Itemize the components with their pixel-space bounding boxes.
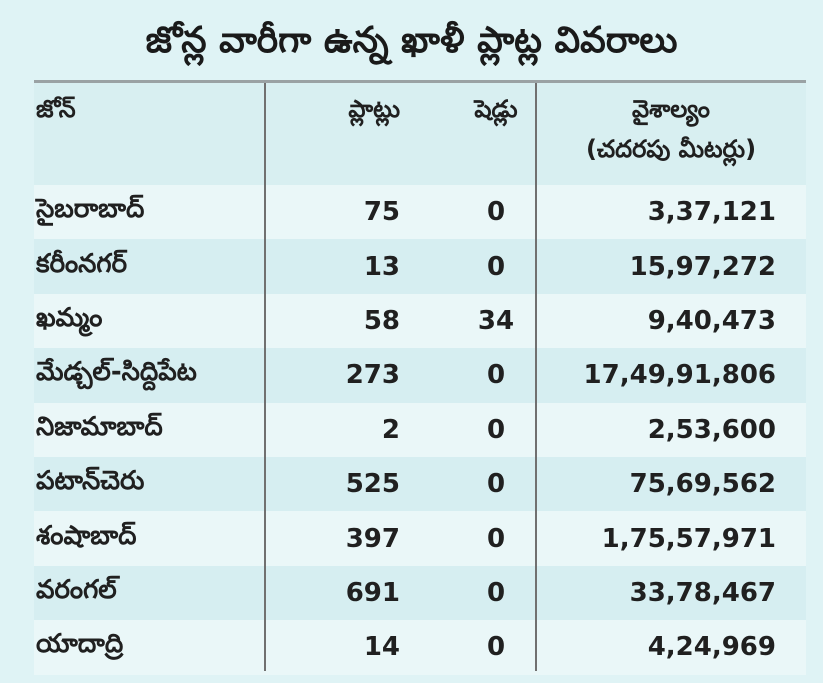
plots-cell: 13 <box>363 251 400 282</box>
zone-cell: పటాన్‌చెరు <box>36 466 145 497</box>
zone-cell: సైబరాబాద్ <box>36 194 145 225</box>
column-divider <box>264 83 266 671</box>
sheds-cell: 0 <box>486 251 506 282</box>
column-divider <box>535 83 537 671</box>
table-row: ఖమ్మం 58 34 9,40,473 <box>34 293 806 349</box>
sheds-cell: 0 <box>486 632 506 663</box>
header-sheds: షెడ్లు <box>474 95 518 123</box>
header-area-line2: (చదరపు మీటర్లు) <box>585 135 757 163</box>
header-area: వైశాల్యం (చదరపు మీటర్లు) <box>536 83 806 169</box>
header-zone: జోన్ <box>36 95 76 123</box>
zone-cell: కరీంనగర్ <box>36 248 128 279</box>
sheds-cell: 0 <box>486 360 506 391</box>
area-cell: 9,40,473 <box>647 305 776 336</box>
plots-cell: 14 <box>363 632 400 663</box>
sheds-cell: 0 <box>486 523 506 554</box>
zone-cell: శంషాబాద్ <box>36 520 137 551</box>
area-cell: 17,49,91,806 <box>583 360 776 391</box>
plots-cell: 691 <box>345 577 400 608</box>
area-cell: 75,69,562 <box>629 469 776 500</box>
area-cell: 4,24,969 <box>647 632 776 663</box>
page-title: జోన్ల వారీగా ఉన్న ఖాళీ ప్లాట్ల వివరాలు <box>145 20 678 61</box>
sheds-cell: 0 <box>486 197 506 228</box>
area-cell: 33,78,467 <box>629 577 776 608</box>
plots-cell: 2 <box>381 414 400 445</box>
table-row: పటాన్‌చెరు 525 0 75,69,562 <box>34 456 806 512</box>
zone-cell: యాదాద్రి <box>36 629 124 660</box>
table-row: మేడ్చల్-సిద్దిపేట 273 0 17,49,91,806 <box>34 348 806 403</box>
plots-cell: 525 <box>345 469 400 500</box>
area-cell: 15,97,272 <box>629 251 776 282</box>
table-row: వరంగల్ 691 0 33,78,467 <box>34 565 806 621</box>
table-row: శంషాబాద్ 397 0 1,75,57,971 <box>34 511 806 566</box>
vacant-plots-table: జోన్ ప్లాట్లు షెడ్లు వైశాల్యం (చదరపు మీట… <box>34 80 806 675</box>
zone-cell: మేడ్చల్-సిద్దిపేట <box>36 357 197 388</box>
header-plots: ప్లాట్లు <box>348 95 400 123</box>
area-cell: 2,53,600 <box>647 414 776 445</box>
plots-cell: 397 <box>345 523 400 554</box>
sheds-cell: 34 <box>477 305 515 336</box>
sheds-cell: 0 <box>486 414 506 445</box>
header-area-line1: వైశాల్యం <box>632 95 710 123</box>
sheds-cell: 0 <box>486 577 506 608</box>
table-row: కరీంనగర్ 13 0 15,97,272 <box>34 239 806 294</box>
area-cell: 3,37,121 <box>647 197 776 228</box>
table-row: నిజామాబాద్ 2 0 2,53,600 <box>34 402 806 457</box>
zone-cell: నిజామాబాద్ <box>36 411 163 442</box>
table-row: యాదాద్రి 14 0 4,24,969 <box>34 620 806 675</box>
plots-cell: 75 <box>363 197 400 228</box>
plots-cell: 273 <box>345 360 400 391</box>
plots-cell: 58 <box>363 305 400 336</box>
area-cell: 1,75,57,971 <box>601 523 776 554</box>
table-header-row: జోన్ ప్లాట్లు షెడ్లు వైశాల్యం (చదరపు మీట… <box>34 83 806 185</box>
sheds-cell: 0 <box>486 469 506 500</box>
zone-cell: వరంగల్ <box>36 574 117 605</box>
table-row: సైబరాబాద్ 75 0 3,37,121 <box>34 185 806 240</box>
zone-cell: ఖమ్మం <box>36 302 103 333</box>
